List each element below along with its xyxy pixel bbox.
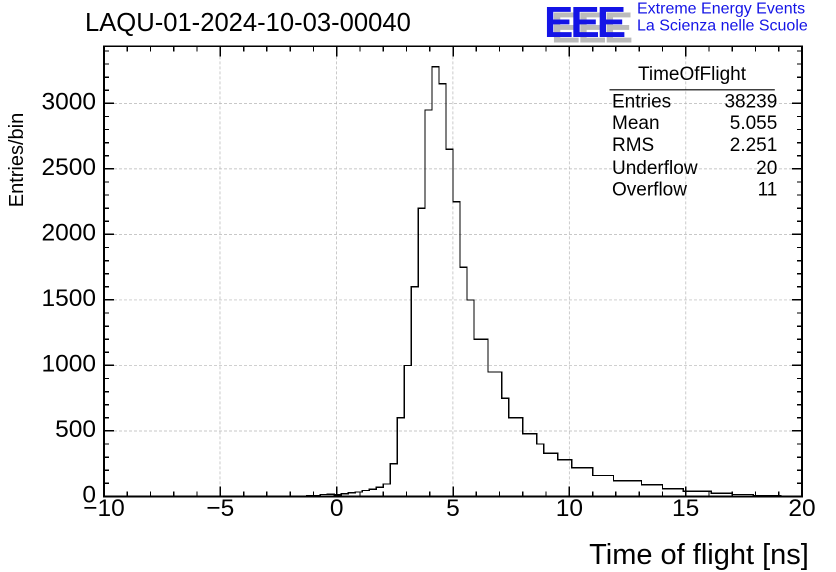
svg-text:Mean: Mean <box>612 113 660 134</box>
svg-text:5: 5 <box>446 495 460 522</box>
svg-text:11: 11 <box>758 180 778 201</box>
svg-text:5.055: 5.055 <box>730 113 778 134</box>
svg-text:20: 20 <box>756 158 777 179</box>
svg-text:2.251: 2.251 <box>730 135 778 156</box>
svg-text:0: 0 <box>330 495 344 522</box>
svg-text:LAQU-01-2024-10-03-00040: LAQU-01-2024-10-03-00040 <box>85 9 411 37</box>
svg-text:500: 500 <box>55 416 96 443</box>
svg-text:15: 15 <box>672 495 699 522</box>
svg-text:Time of flight [ns]: Time of flight [ns] <box>589 539 809 571</box>
svg-text:Entries: Entries <box>612 91 671 112</box>
svg-text:TimeOfFlight: TimeOfFlight <box>638 64 747 85</box>
svg-text:38239: 38239 <box>724 91 777 112</box>
svg-text:2500: 2500 <box>41 154 96 181</box>
svg-text:10: 10 <box>556 495 583 522</box>
svg-text:−5: −5 <box>206 495 234 522</box>
svg-text:3000: 3000 <box>41 88 96 115</box>
svg-text:Entries/bin: Entries/bin <box>6 113 28 208</box>
svg-text:20: 20 <box>788 495 815 522</box>
svg-text:Underflow: Underflow <box>612 158 698 179</box>
svg-text:RMS: RMS <box>612 135 654 156</box>
svg-text:1000: 1000 <box>41 350 96 377</box>
svg-text:1500: 1500 <box>41 285 96 312</box>
svg-text:Extreme Energy Events: Extreme Energy Events <box>637 1 805 18</box>
svg-text:La Scienza nelle Scuole: La Scienza nelle Scuole <box>637 18 808 35</box>
svg-text:EEE: EEE <box>544 0 625 47</box>
svg-text:0: 0 <box>82 482 96 509</box>
svg-text:Overflow: Overflow <box>612 180 687 201</box>
svg-text:2000: 2000 <box>41 219 96 246</box>
